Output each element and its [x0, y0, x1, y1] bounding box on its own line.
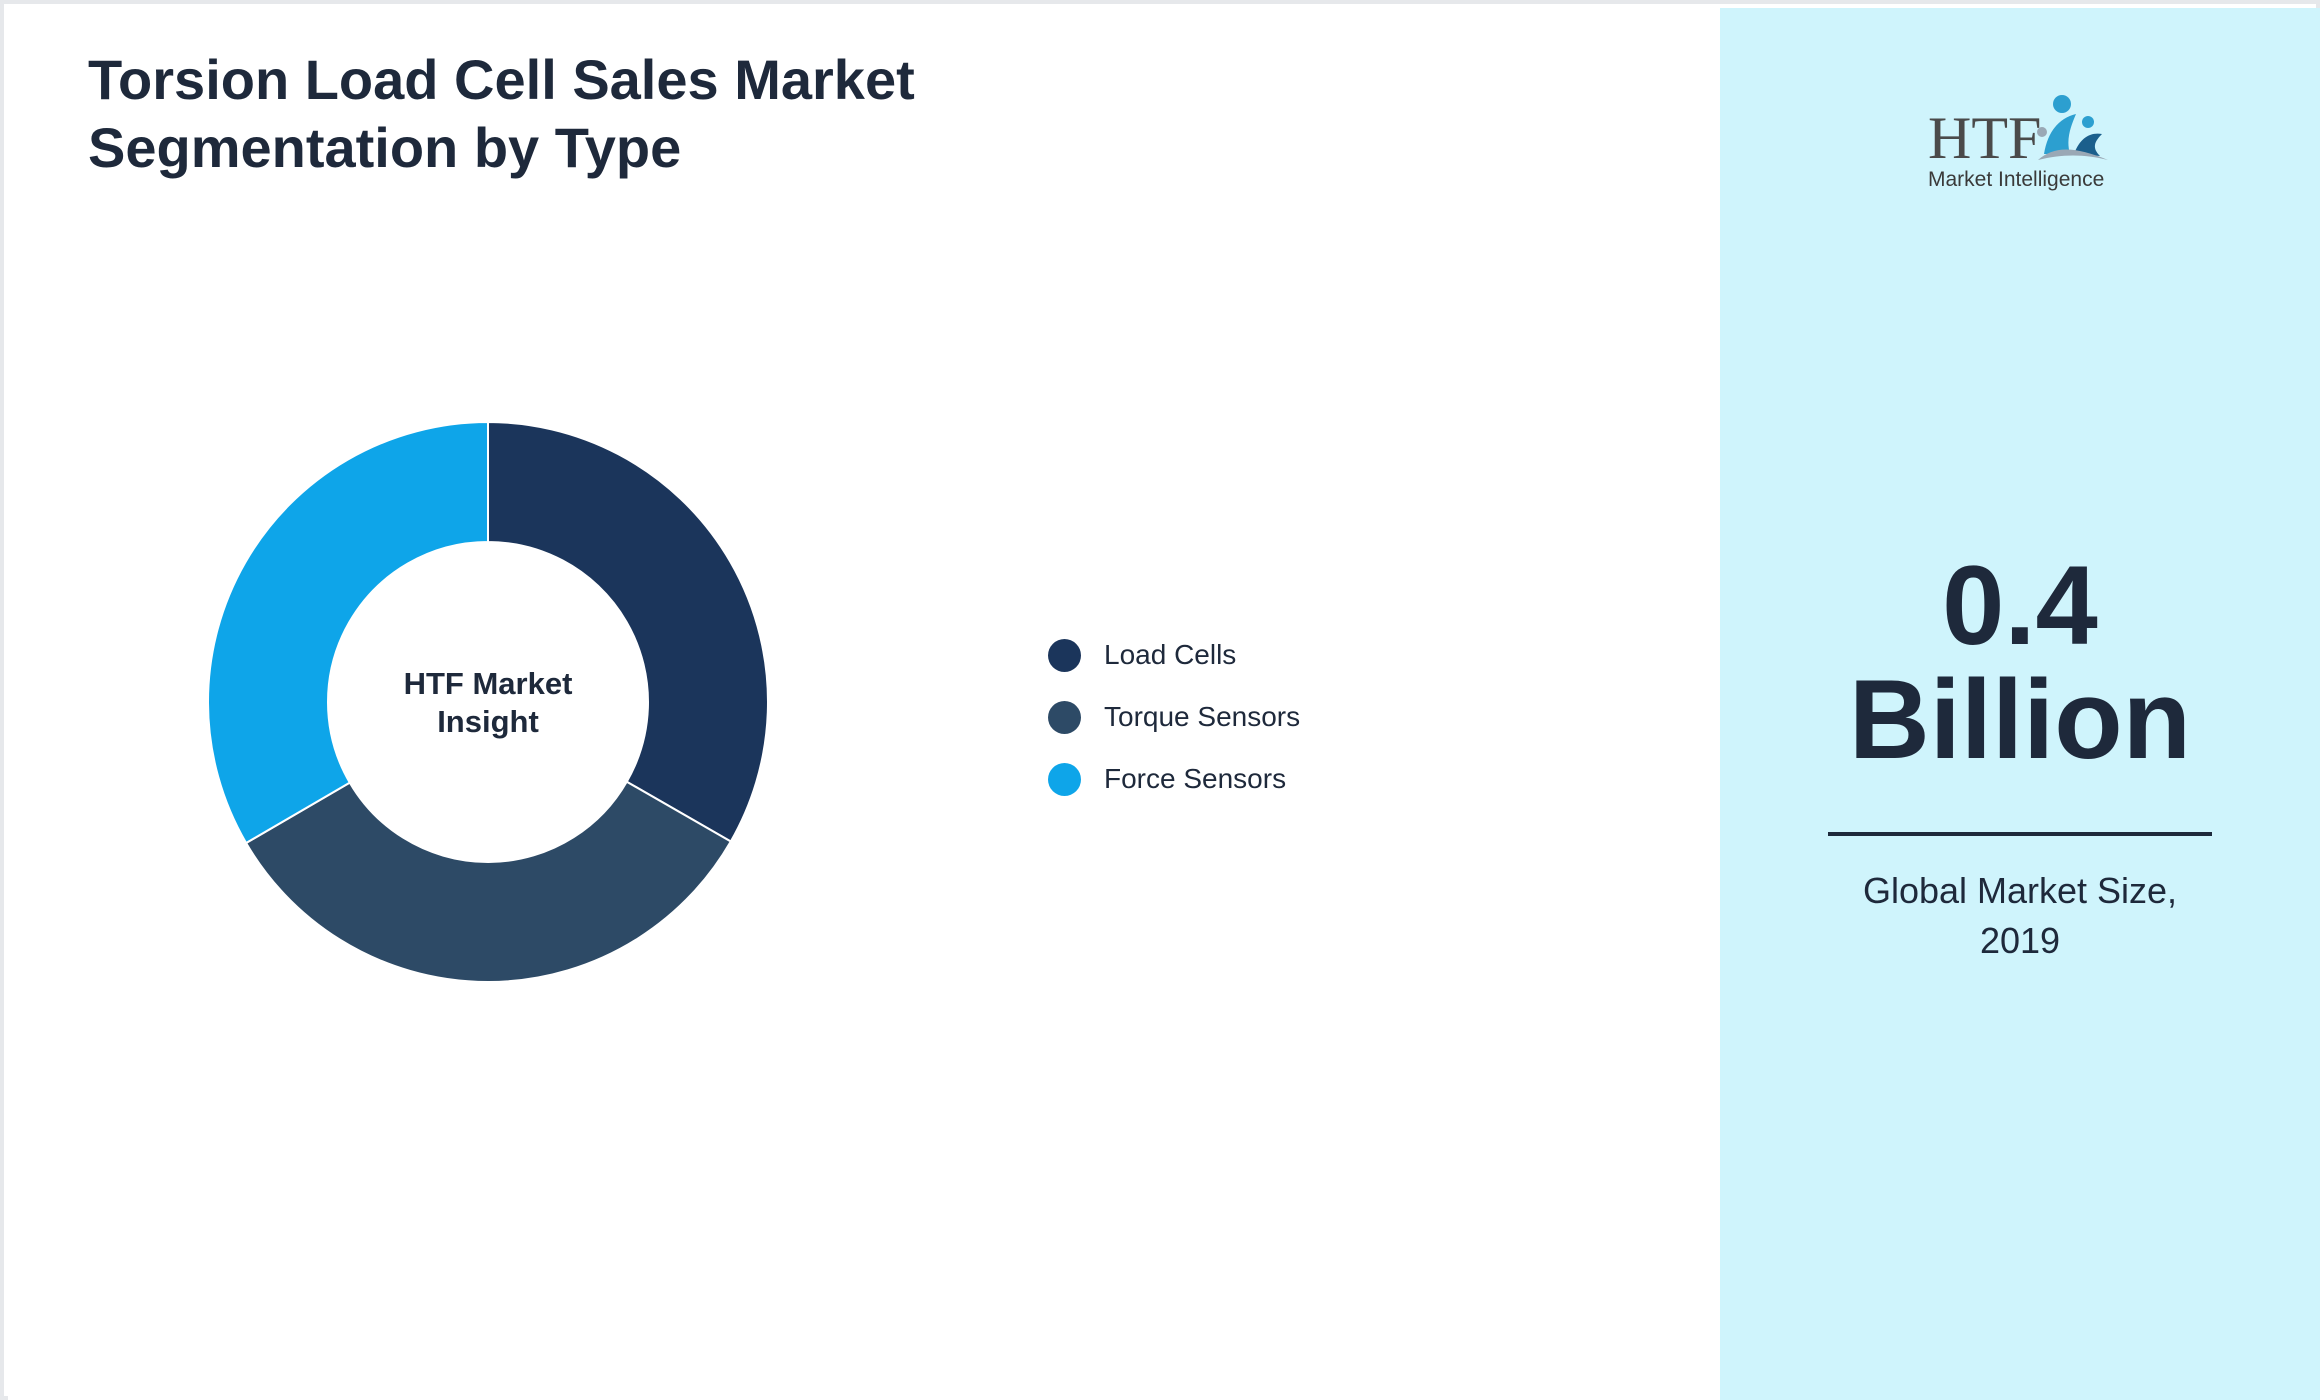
legend-item-force-sensors: Force Sensors — [1048, 748, 1300, 810]
logo-figures-icon — [2037, 95, 2108, 160]
market-size-unit: Billion — [1848, 657, 2192, 782]
divider-line — [1828, 832, 2212, 836]
legend-swatch-torque-sensors — [1048, 700, 1081, 734]
market-size-caption: Global Market Size, 2019 — [1720, 866, 2320, 966]
legend-item-load-cells: Load Cells — [1048, 624, 1300, 686]
caption-line1: Global Market Size, — [1862, 870, 2178, 911]
market-size-panel: HTF Market Intelligence 0.4 Billion Glob… — [1720, 8, 2320, 1400]
donut-slice-torque-sensors — [244, 780, 733, 983]
caption-year: 2019 — [1979, 920, 2061, 961]
legend-swatch-force-sensors — [1048, 762, 1081, 796]
legend-label-torque-sensors: Torque Sensors — [1104, 701, 1301, 732]
donut-center-label-line1: HTF Market — [404, 666, 573, 701]
legend-label-force-sensors: Force Sensors — [1104, 763, 1287, 794]
logo-text: HTF — [1928, 105, 2041, 171]
donut-slice-load-cells — [487, 420, 769, 843]
legend-label-load-cells: Load Cells — [1104, 639, 1237, 670]
legend-swatch-load-cells — [1048, 638, 1081, 672]
chart-title: Torsion Load Cell Sales Market Segmentat… — [88, 48, 915, 179]
donut-slices — [207, 420, 769, 983]
chart-panel: Torsion Load Cell Sales Market Segmentat… — [8, 8, 1720, 1400]
donut-slice-force-sensors — [207, 420, 489, 845]
chart-legend: Load Cells Torque Sensors Force Sensors — [1048, 624, 1300, 810]
htf-logo: HTF Market Intelligence — [1928, 95, 2108, 191]
donut-chart: HTF Market Insight — [207, 420, 769, 983]
logo-subtext: Market Intelligence — [1928, 168, 2104, 191]
donut-center-label-line2: Insight — [437, 704, 539, 739]
legend-item-torque-sensors: Torque Sensors — [1048, 686, 1300, 748]
market-size-value: 0.4 — [1942, 543, 2098, 668]
